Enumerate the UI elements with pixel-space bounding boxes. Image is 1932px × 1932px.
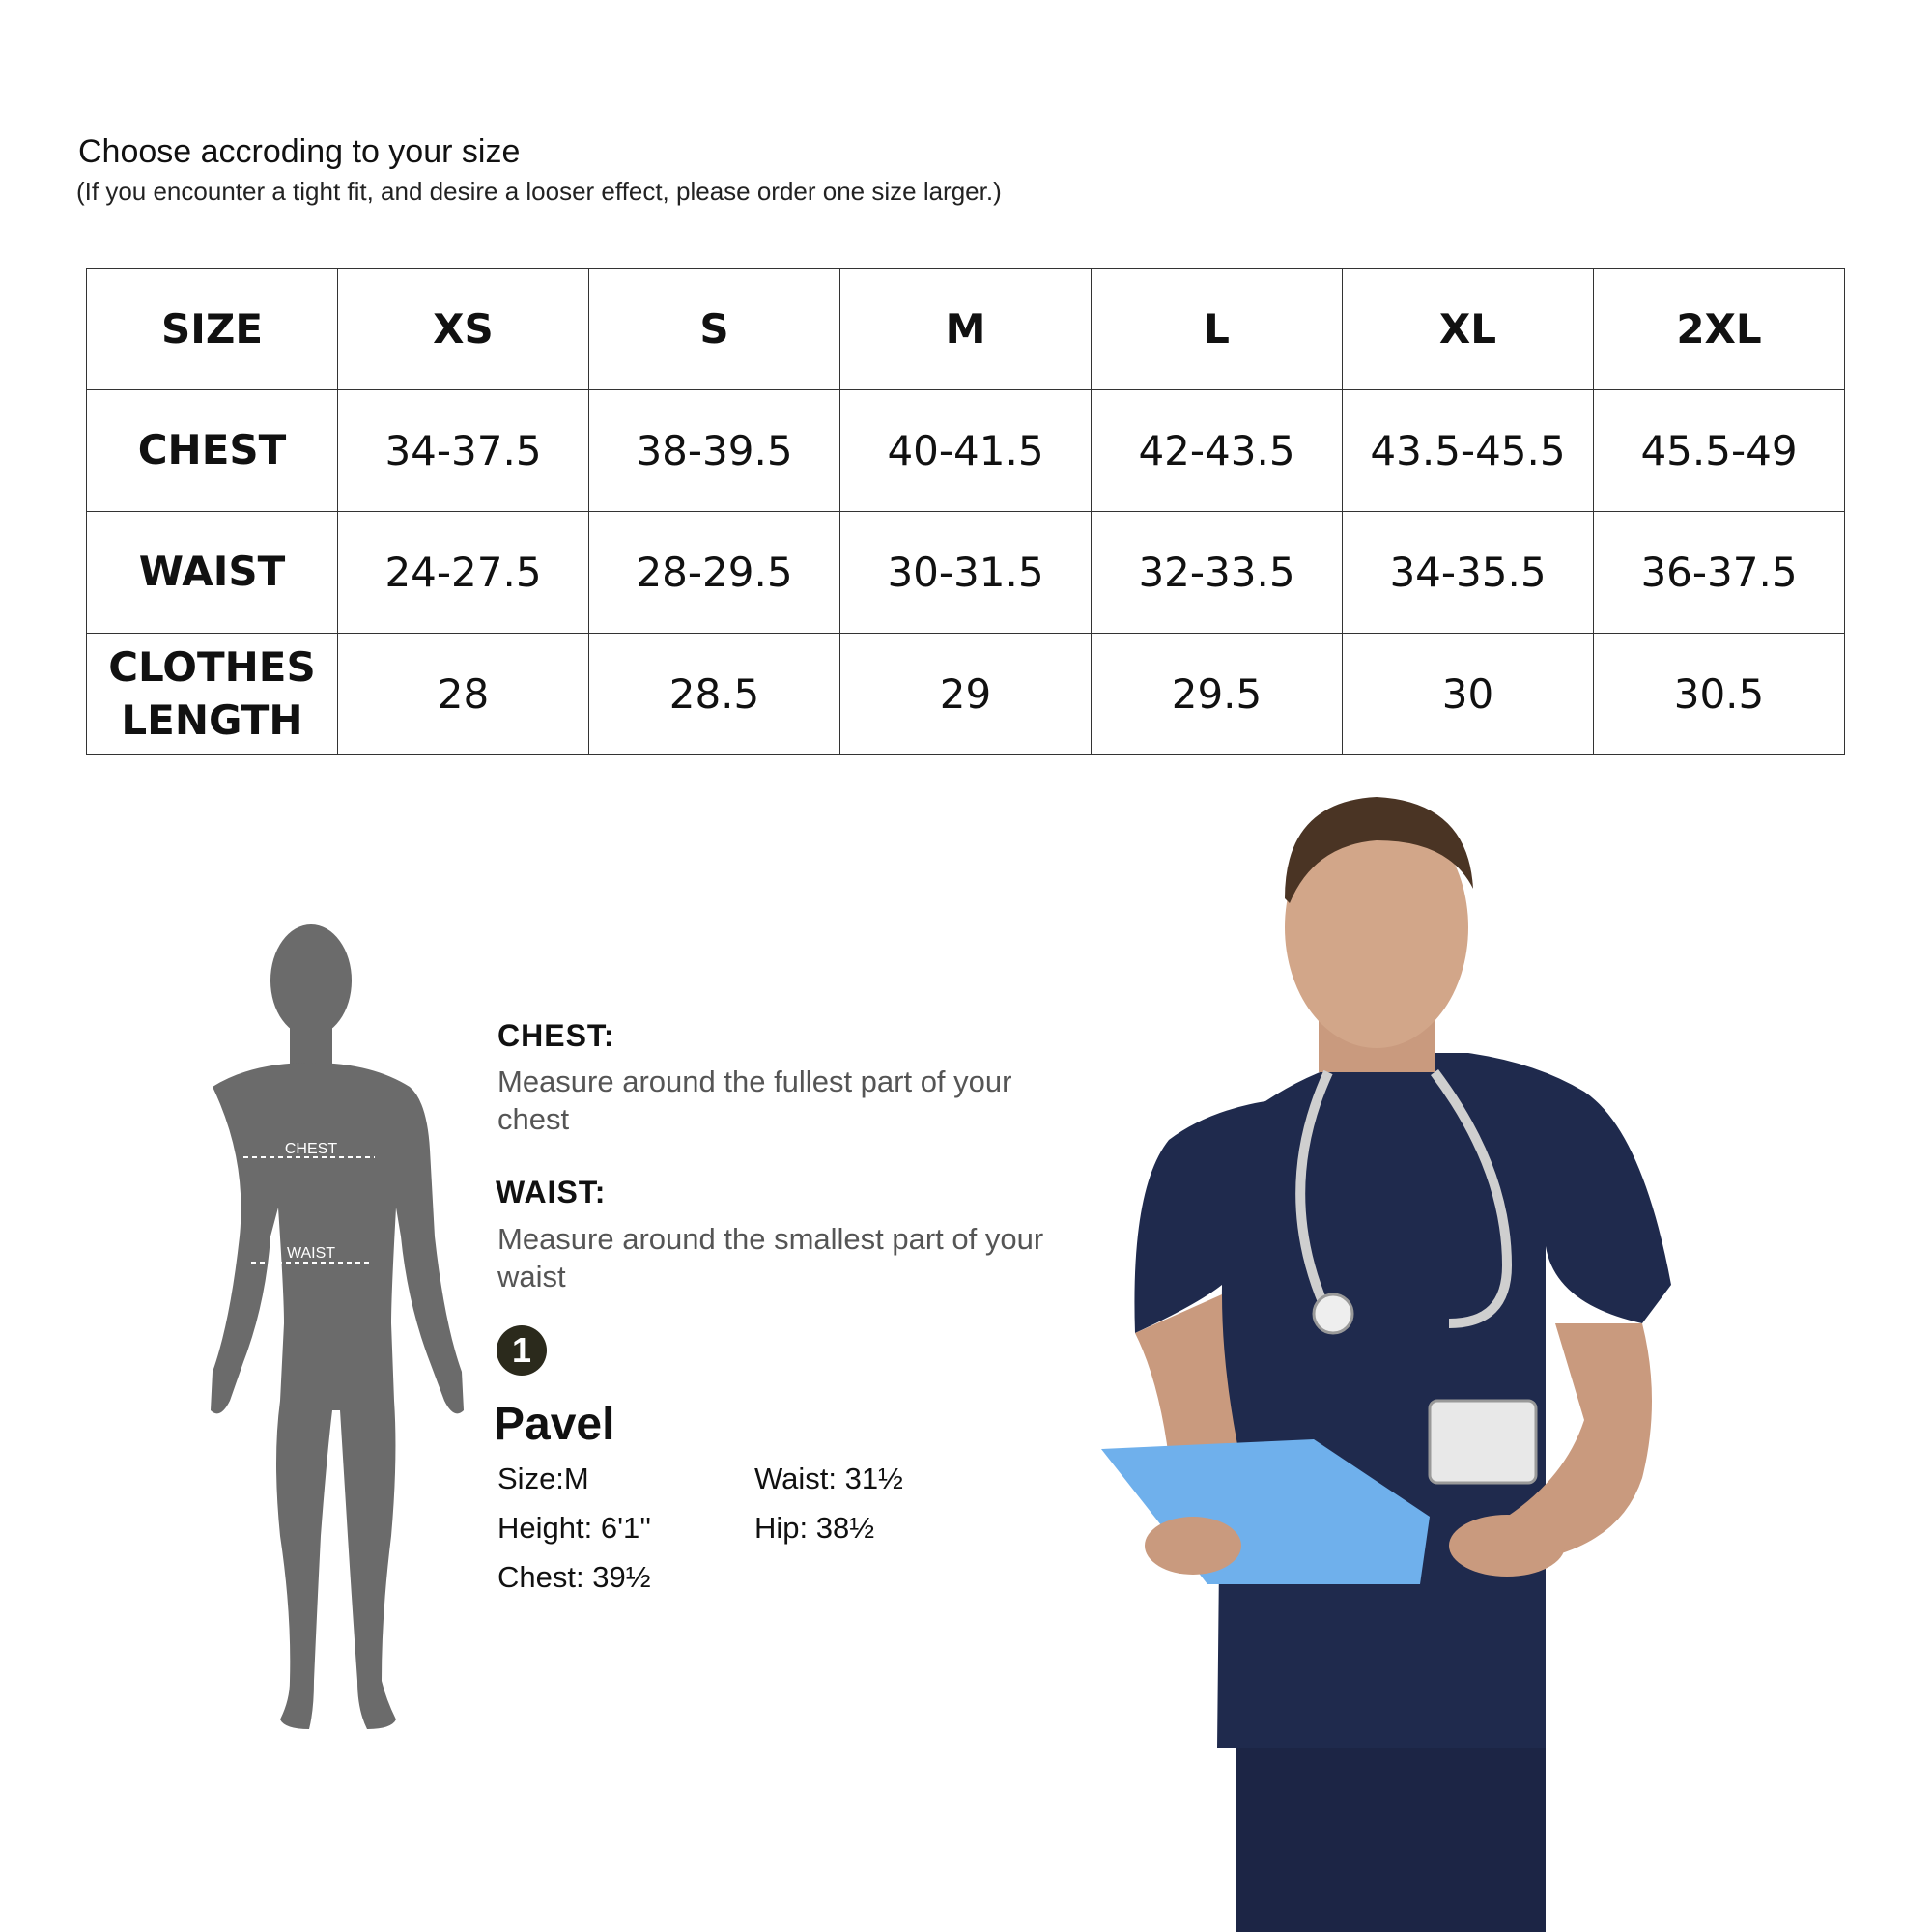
chest-guide-description: Measure around the fullest part of your … (497, 1065, 1012, 1136)
model-height: Height: 6'1'' (497, 1511, 652, 1545)
hair (1285, 797, 1473, 903)
model-number-badge: 1 (497, 1325, 547, 1376)
table-cell: 28.5 (588, 633, 840, 755)
table-cell: 30-31.5 (839, 511, 1092, 634)
model-chest: Chest: 39½ (497, 1560, 651, 1594)
header-cell: 2XL (1593, 268, 1845, 390)
table-cell: 45.5-49 (1593, 389, 1845, 512)
model-waist: Waist: 31½ (754, 1462, 903, 1495)
header-cell: XL (1342, 268, 1594, 390)
waist-line-label: WAIST (287, 1245, 335, 1262)
table-cell: 28 (337, 633, 589, 755)
page-subtitle: (If you encounter a tight fit, and desir… (76, 177, 1002, 206)
right-arm (1507, 1323, 1652, 1555)
table-cell: 30 (1342, 633, 1594, 755)
chest-guide-title: CHEST: (497, 1018, 615, 1053)
scrub-pants (1236, 1748, 1546, 1932)
table-cell: 28-29.5 (588, 511, 840, 634)
model-photo (1101, 797, 1671, 1932)
id-badge (1428, 1399, 1538, 1485)
table-cell: 38-39.5 (588, 389, 840, 512)
stethoscope (1295, 1069, 1333, 1306)
table-row: CLOTHES LENGTH 28 28.5 29 29.5 30 30.5 (86, 633, 1845, 755)
table-row: CHEST 34-37.5 38-39.5 40-41.5 42-43.5 43… (86, 389, 1845, 512)
header-cell: L (1091, 268, 1343, 390)
header-cell: XS (337, 268, 589, 390)
row-label: CLOTHES LENGTH (86, 633, 338, 755)
table-cell: 43.5-45.5 (1342, 389, 1594, 512)
table-cell: 40-41.5 (839, 389, 1092, 512)
table-header-row: SIZE XS S M L XL 2XL (86, 268, 1845, 390)
page-title: Choose accroding to your size (78, 133, 521, 170)
table-cell: 32-33.5 (1091, 511, 1343, 634)
table-cell: 24-27.5 (337, 511, 589, 634)
face (1285, 807, 1468, 1048)
header-cell: S (588, 268, 840, 390)
body-silhouette-figure: CHEST WAIST (211, 924, 464, 1729)
table-cell: 29 (839, 633, 1092, 755)
table-cell: 42-43.5 (1091, 389, 1343, 512)
model-name: Pavel (494, 1399, 615, 1450)
waist-guide-description: Measure around the smallest part of your… (497, 1222, 1044, 1293)
table-cell: 34-37.5 (337, 389, 589, 512)
header-cell: SIZE (86, 268, 338, 390)
row-label: WAIST (86, 511, 338, 634)
row-label: CHEST (86, 389, 338, 512)
table-cell: 36-37.5 (1593, 511, 1845, 634)
model-size: Size:M (497, 1462, 589, 1495)
chest-line-label: CHEST (285, 1141, 337, 1157)
size-chart-table: SIZE XS S M L XL 2XL CHEST 34-37.5 38-39… (86, 268, 1845, 755)
model-hip: Hip: 38½ (754, 1511, 875, 1545)
header-cell: M (839, 268, 1092, 390)
table-row: WAIST 24-27.5 28-29.5 30-31.5 32-33.5 34… (86, 511, 1845, 634)
table-cell: 30.5 (1593, 633, 1845, 755)
waist-guide-title: WAIST: (496, 1175, 607, 1209)
table-cell: 34-35.5 (1342, 511, 1594, 634)
table-cell: 29.5 (1091, 633, 1343, 755)
